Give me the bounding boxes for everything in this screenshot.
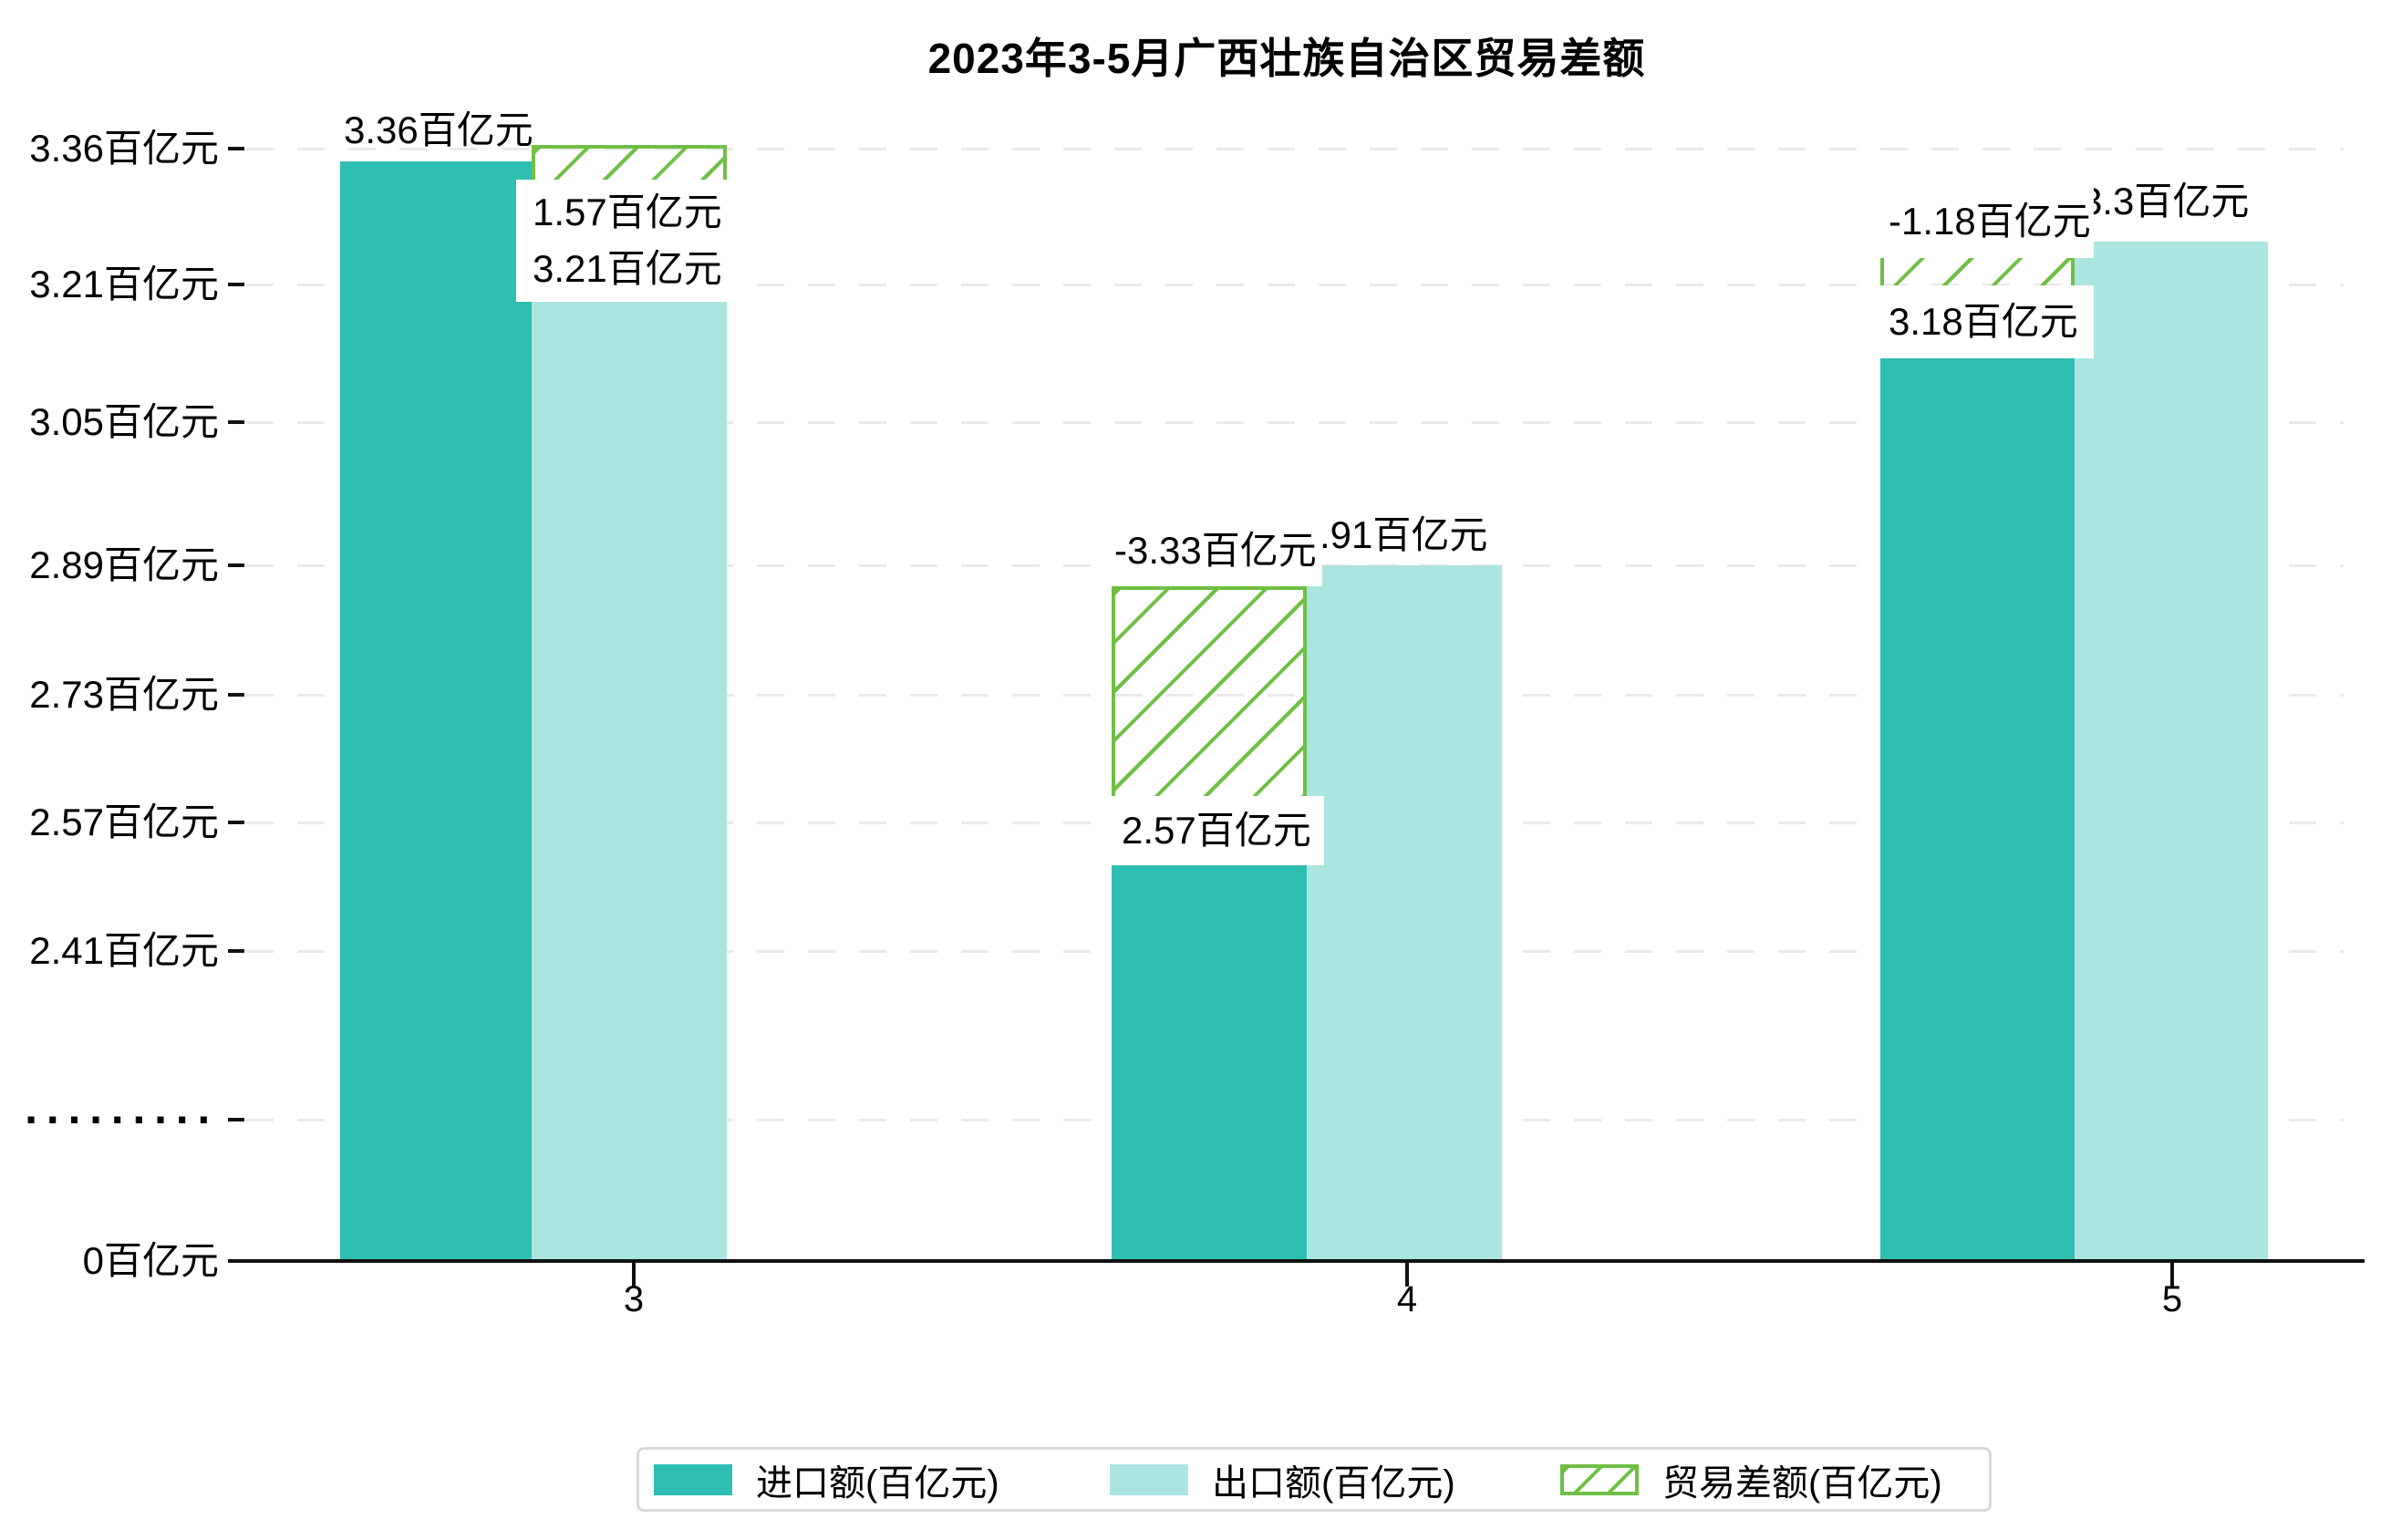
data-label: 3.18百亿元	[1889, 300, 2078, 343]
y-axis-tick-label: ·········	[25, 1094, 219, 1145]
import-swatch-icon	[654, 1463, 732, 1495]
data-label-month3-import: 3.36百亿元	[344, 109, 533, 151]
bar-import-month4[interactable]	[1112, 864, 1307, 1259]
bar-export-month4[interactable]	[1307, 565, 1502, 1259]
x-axis-tick-mark	[2170, 1263, 2174, 1287]
x-axis-line	[230, 1259, 2365, 1263]
data-label: -3.33百亿元	[1114, 529, 1317, 572]
gridline	[246, 421, 2344, 424]
gridline	[246, 148, 2344, 150]
legend-label: 贸易差额(百亿元)	[1662, 1462, 1942, 1504]
data-label-month4-export: .91百亿元	[1320, 513, 1488, 556]
legend-label: 出口额(百亿元)	[1212, 1462, 1455, 1504]
legend-item-2[interactable]: 出口额(百亿元)	[1110, 1450, 1455, 1509]
legend-item-1[interactable]: 进口额(百亿元)	[654, 1450, 999, 1509]
legend-label: 进口额(百亿元)	[756, 1462, 999, 1504]
data-label: -1.18百亿元	[1889, 200, 2091, 243]
x-axis-tick-mark	[1405, 1263, 1409, 1287]
bar-import-month5[interactable]	[1880, 356, 2075, 1259]
data-label-month5-export: 3.3百亿元	[2081, 180, 2250, 222]
bar-import-month3[interactable]	[340, 161, 532, 1259]
y-axis-tick-label: 2.89百亿元	[29, 543, 219, 586]
legend: 进口额(百亿元) 出口额(百亿元) 贸易差额(百亿元)	[637, 1447, 1992, 1512]
bar-export-month5[interactable]	[2075, 242, 2268, 1259]
x-axis-tick-label: 3	[623, 1279, 645, 1319]
gridline	[246, 284, 2344, 286]
data-label: 3.21百亿元	[533, 247, 722, 290]
y-axis-tick-label: 0百亿元	[82, 1239, 219, 1282]
export-swatch-icon	[1110, 1463, 1188, 1495]
data-label-box-month5-balance: -1.18百亿元	[1872, 185, 2094, 258]
y-axis-tick-label: 2.41百亿元	[29, 929, 219, 972]
y-axis-tick-mark	[228, 1259, 244, 1263]
y-axis-tick-mark	[228, 1118, 244, 1121]
data-label: 1.57百亿元	[533, 191, 722, 233]
y-axis-tick-mark	[228, 821, 244, 824]
y-axis-tick-label: 2.73百亿元	[29, 673, 219, 716]
data-label-box-month3: 1.57百亿元 3.21百亿元	[516, 180, 740, 302]
data-label-box-month4-balance: -3.33百亿元	[1098, 515, 1322, 586]
y-axis-tick-mark	[228, 563, 244, 567]
legend-item-3[interactable]: 贸易差额(百亿元)	[1560, 1450, 1942, 1509]
y-axis-tick-label: 3.21百亿元	[29, 263, 219, 305]
data-label: 2.57百亿元	[1122, 809, 1311, 852]
trade-balance-hatch-month4[interactable]	[1112, 586, 1307, 800]
y-axis-tick-mark	[228, 420, 244, 424]
y-axis-tick-mark	[228, 693, 244, 697]
y-axis-tick-label: 3.05百亿元	[29, 400, 219, 443]
x-axis-tick-mark	[632, 1263, 636, 1287]
y-axis-tick-mark	[228, 949, 244, 953]
y-axis-tick-label: 3.36百亿元	[29, 127, 219, 170]
y-axis-tick-mark	[228, 283, 244, 286]
y-axis-tick-label: 2.57百亿元	[29, 801, 219, 843]
x-axis-tick-label: 4	[1396, 1279, 1418, 1319]
trade-balance-swatch-icon	[1560, 1463, 1639, 1495]
bar-export-month3[interactable]	[532, 300, 727, 1259]
x-axis-tick-label: 5	[2161, 1279, 2183, 1319]
data-label-box-month5-import: 3.18百亿元	[1872, 285, 2094, 358]
chart-title: 2023年3-5月广西壮族自治区贸易差额	[927, 35, 1646, 82]
y-axis-tick-mark	[228, 147, 244, 150]
data-label-box-month4-import: 2.57百亿元	[1105, 796, 1324, 865]
